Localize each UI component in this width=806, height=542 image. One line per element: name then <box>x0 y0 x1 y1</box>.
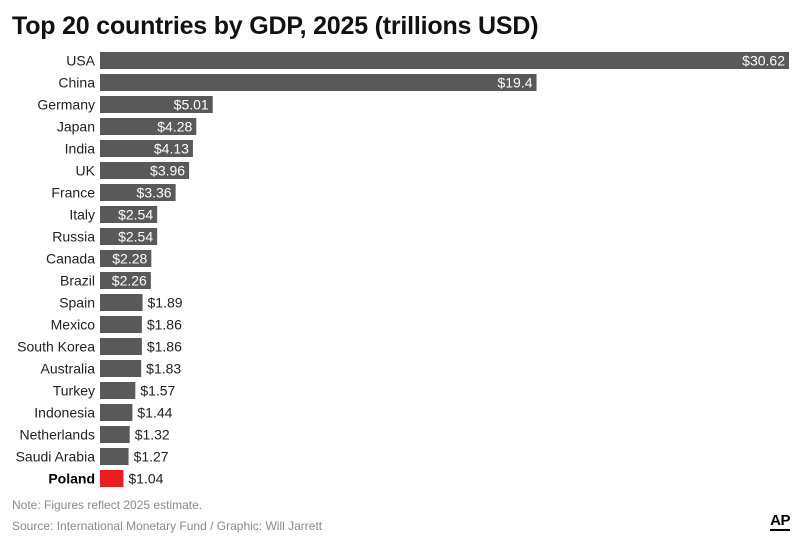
category-label: Netherlands <box>20 427 96 443</box>
category-label: China <box>58 75 95 91</box>
category-label: Germany <box>37 97 95 113</box>
category-label: Brazil <box>60 273 95 289</box>
value-label: $19.4 <box>497 75 532 91</box>
bar <box>100 382 136 399</box>
value-label: $1.86 <box>147 339 182 355</box>
value-label: $1.86 <box>147 317 182 333</box>
bar <box>100 74 537 91</box>
value-label: $1.83 <box>146 361 181 377</box>
bar <box>100 338 142 355</box>
value-label: $4.28 <box>157 119 192 135</box>
value-label: $2.54 <box>118 207 153 223</box>
category-label: Italy <box>69 207 95 223</box>
value-label: $1.32 <box>135 427 170 443</box>
bar <box>100 206 158 223</box>
value-label: $1.89 <box>148 295 183 311</box>
source-credit: Source: International Monetary Fund / Gr… <box>12 519 323 533</box>
footnote: Note: Figures reflect 2025 estimate. <box>12 498 203 512</box>
value-label: $1.57 <box>140 383 175 399</box>
category-label: Turkey <box>53 383 95 399</box>
value-label: $3.96 <box>150 163 185 179</box>
bar <box>100 360 142 377</box>
bar <box>100 96 213 113</box>
bar <box>100 426 130 443</box>
value-label: $5.01 <box>174 97 209 113</box>
category-label: UK <box>76 163 96 179</box>
category-label: France <box>51 185 95 201</box>
value-label: $3.36 <box>137 185 172 201</box>
bar <box>100 52 789 69</box>
category-label: Japan <box>57 119 95 135</box>
bar-chart: USA $30.62 China $19.4 Germany $5.01 Japan $4.2… <box>16 52 789 487</box>
category-label: Poland <box>48 471 95 487</box>
bar <box>100 316 142 333</box>
value-label: $4.13 <box>154 141 189 157</box>
bar <box>100 272 151 289</box>
bar <box>100 448 129 465</box>
bar <box>100 404 133 421</box>
value-label: $2.28 <box>112 251 147 267</box>
category-label: Russia <box>52 229 95 245</box>
category-label: Saudi Arabia <box>16 449 96 465</box>
value-label: $30.62 <box>742 53 785 69</box>
bar-highlight <box>100 470 124 487</box>
value-label: $1.44 <box>137 405 172 421</box>
chart-title: Top 20 countries by GDP, 2025 (trillions… <box>12 12 539 40</box>
bar <box>100 162 190 179</box>
category-label: Indonesia <box>34 405 95 421</box>
value-label: $2.26 <box>112 273 147 289</box>
category-label: Spain <box>59 295 95 311</box>
value-label: $1.27 <box>134 449 169 465</box>
bar <box>100 140 193 157</box>
category-label: Mexico <box>51 317 96 333</box>
category-label: India <box>65 141 96 157</box>
value-label: $2.54 <box>118 229 153 245</box>
value-label: $1.04 <box>128 471 163 487</box>
ap-logo: AP <box>770 512 790 531</box>
bar <box>100 294 143 311</box>
bar <box>100 250 152 267</box>
category-label: South Korea <box>17 339 95 355</box>
bar <box>100 118 197 135</box>
category-label: Australia <box>41 361 96 377</box>
category-label: USA <box>66 53 95 69</box>
category-label: Canada <box>46 251 95 267</box>
bar <box>100 184 176 201</box>
bar <box>100 228 158 245</box>
